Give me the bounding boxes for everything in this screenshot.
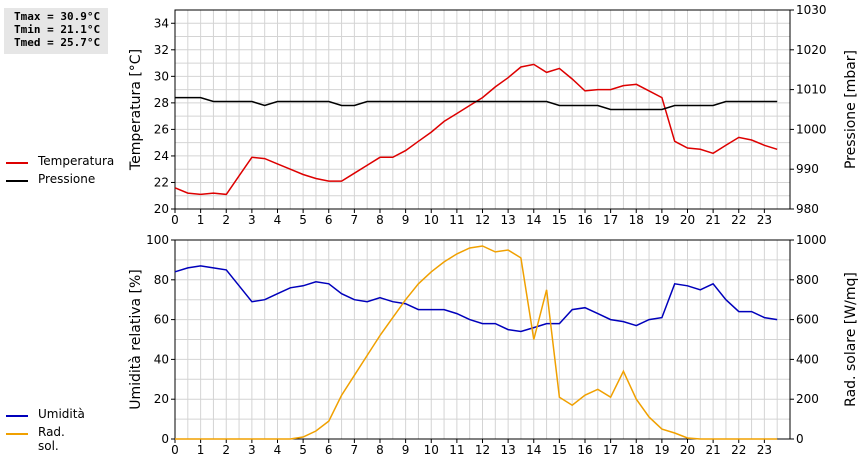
x-tick-label: 2 bbox=[222, 213, 230, 227]
y-axis-label: Umidità relativa [%] bbox=[128, 269, 144, 410]
y2-tick-label: 1020 bbox=[796, 43, 827, 57]
x-tick-label: 8 bbox=[376, 213, 384, 227]
x-tick-label: 7 bbox=[351, 213, 359, 227]
y2-tick-label: 200 bbox=[796, 392, 819, 406]
x-tick-label: 6 bbox=[325, 213, 333, 227]
x-tick-label: 20 bbox=[680, 213, 695, 227]
x-tick-label: 21 bbox=[705, 443, 720, 457]
x-tick-label: 20 bbox=[680, 443, 695, 457]
y-tick-label: 20 bbox=[154, 202, 169, 216]
x-tick-label: 19 bbox=[654, 443, 669, 457]
series-line-rad-sol bbox=[175, 245, 778, 440]
y-tick-label: 80 bbox=[154, 273, 169, 287]
x-tick-label: 16 bbox=[577, 213, 592, 227]
tmed-text: Tmed = 25.7°C bbox=[14, 36, 101, 49]
y2-tick-label: 1030 bbox=[796, 3, 827, 17]
x-tick-label: 2 bbox=[222, 443, 230, 457]
x-tick-label: 12 bbox=[475, 213, 490, 227]
x-tick-label: 4 bbox=[274, 443, 282, 457]
x-tick-label: 5 bbox=[299, 213, 307, 227]
y-tick-label: 100 bbox=[146, 233, 169, 247]
x-tick-label: 3 bbox=[248, 213, 256, 227]
x-tick-label: 13 bbox=[500, 443, 515, 457]
x-tick-label: 17 bbox=[603, 213, 618, 227]
stats-box: Tmax = 30.9°C Tmin = 21.1°C Tmed = 25.7°… bbox=[4, 8, 108, 54]
x-tick-label: 19 bbox=[654, 213, 669, 227]
y-tick-label: 28 bbox=[154, 96, 169, 110]
x-tick-label: 12 bbox=[475, 443, 490, 457]
x-tick-label: 23 bbox=[757, 213, 772, 227]
y2-tick-label: 1010 bbox=[796, 83, 827, 97]
legend-label-umidita: Umidità bbox=[38, 407, 85, 421]
y2-tick-label: 600 bbox=[796, 313, 819, 327]
y2-tick-label: 800 bbox=[796, 273, 819, 287]
y2-tick-label: 0 bbox=[796, 432, 804, 446]
x-tick-label: 3 bbox=[248, 443, 256, 457]
series-line-umidit bbox=[174, 265, 778, 333]
y-tick-label: 24 bbox=[154, 149, 169, 163]
legend-label-pressione: Pressione bbox=[38, 172, 96, 186]
x-tick-label: 11 bbox=[449, 213, 464, 227]
y2-tick-label: 1000 bbox=[796, 122, 827, 136]
y2-tick-label: 1000 bbox=[796, 233, 827, 247]
legend-swatch-umidita bbox=[6, 415, 28, 417]
y-tick-label: 40 bbox=[154, 352, 169, 366]
y2-tick-label: 400 bbox=[796, 352, 819, 366]
y-tick-label: 34 bbox=[154, 16, 169, 30]
x-tick-label: 18 bbox=[629, 443, 644, 457]
y2-tick-label: 990 bbox=[796, 162, 819, 176]
x-tick-label: 9 bbox=[402, 213, 410, 227]
x-tick-label: 17 bbox=[603, 443, 618, 457]
legend-swatch-rad-sol bbox=[6, 433, 28, 435]
legend-swatch-pressione bbox=[6, 180, 28, 182]
x-tick-label: 8 bbox=[376, 443, 384, 457]
y-tick-label: 0 bbox=[161, 432, 169, 446]
x-tick-label: 0 bbox=[171, 213, 179, 227]
x-tick-label: 0 bbox=[171, 443, 179, 457]
x-tick-label: 9 bbox=[402, 443, 410, 457]
x-tick-label: 10 bbox=[424, 443, 439, 457]
x-tick-label: 15 bbox=[552, 213, 567, 227]
legend-label-rad-sol: Rad. sol. bbox=[38, 425, 65, 453]
y2-axis-label: Pressione [mbar] bbox=[843, 50, 859, 169]
x-tick-label: 7 bbox=[351, 443, 359, 457]
x-tick-label: 5 bbox=[299, 443, 307, 457]
series-line-pressione bbox=[175, 96, 778, 111]
x-tick-label: 22 bbox=[731, 213, 746, 227]
x-tick-label: 1 bbox=[197, 443, 205, 457]
x-tick-label: 6 bbox=[325, 443, 333, 457]
x-tick-label: 14 bbox=[526, 213, 541, 227]
x-tick-label: 15 bbox=[552, 443, 567, 457]
legend-label-temperatura: Temperatura bbox=[38, 154, 115, 168]
y-tick-label: 22 bbox=[154, 175, 169, 189]
legend-swatch-temperatura bbox=[6, 162, 28, 164]
x-tick-label: 16 bbox=[577, 443, 592, 457]
tmax-text: Tmax = 30.9°C bbox=[14, 10, 101, 23]
x-tick-label: 11 bbox=[449, 443, 464, 457]
x-tick-label: 18 bbox=[629, 213, 644, 227]
y-tick-label: 30 bbox=[154, 69, 169, 83]
x-tick-label: 23 bbox=[757, 443, 772, 457]
y-tick-label: 60 bbox=[154, 313, 169, 327]
x-tick-label: 4 bbox=[274, 213, 282, 227]
x-tick-label: 14 bbox=[526, 443, 541, 457]
x-tick-label: 10 bbox=[424, 213, 439, 227]
y-tick-label: 32 bbox=[154, 43, 169, 57]
y-tick-label: 26 bbox=[154, 122, 169, 136]
x-tick-label: 1 bbox=[197, 213, 205, 227]
x-tick-label: 21 bbox=[705, 213, 720, 227]
x-tick-label: 13 bbox=[500, 213, 515, 227]
y2-tick-label: 980 bbox=[796, 202, 819, 216]
y-tick-label: 20 bbox=[154, 392, 169, 406]
x-tick-label: 22 bbox=[731, 443, 746, 457]
y-axis-label: Temperatura [°C] bbox=[128, 49, 144, 171]
tmin-text: Tmin = 21.1°C bbox=[14, 23, 101, 36]
y2-axis-label: Rad. solare [W/mq] bbox=[843, 272, 859, 407]
